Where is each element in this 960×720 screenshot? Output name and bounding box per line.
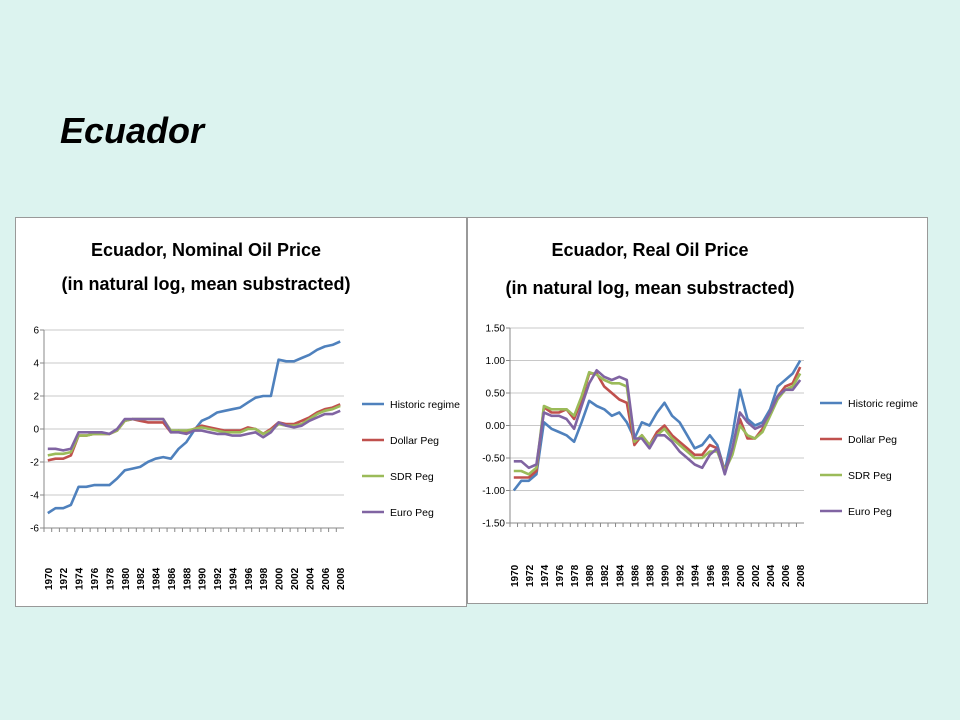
- x-tick-label: 1972: [59, 567, 70, 590]
- x-tick-label: 2006: [781, 564, 792, 587]
- legend-label: Euro Peg: [848, 506, 892, 518]
- real-oil-price-chart: Ecuador, Real Oil Price (in natural log, …: [482, 240, 918, 587]
- x-tick-label: 2000: [736, 564, 747, 587]
- y-tick-label: 0.50: [486, 389, 506, 400]
- x-tick-label: 1970: [510, 564, 521, 587]
- chart-title-line2: (in natural log, mean substracted): [505, 278, 794, 298]
- legend-label: Historic regime: [848, 398, 918, 410]
- y-tick-label: -0.50: [482, 454, 505, 465]
- y-tick-label: 2: [33, 392, 39, 403]
- x-tick-label: 1974: [75, 567, 86, 590]
- legend-label: Euro Peg: [390, 507, 434, 519]
- y-tick-label: 0: [33, 425, 39, 436]
- x-tick-label: 2008: [796, 564, 807, 587]
- x-tick-label: 1998: [259, 567, 270, 590]
- x-tick-label: 1988: [645, 564, 656, 587]
- x-tick-label: 1998: [721, 564, 732, 587]
- chart-title-line2: (in natural log, mean substracted): [61, 274, 350, 294]
- legend-label: Dollar Peg: [848, 434, 897, 446]
- nominal-oil-price-chart-panel: Ecuador, Nominal Oil Price (in natural lo…: [15, 217, 467, 607]
- x-tick-label: 1996: [706, 564, 717, 587]
- series-line-euro-peg: [513, 369, 802, 476]
- y-tick-label: -6: [30, 524, 39, 535]
- y-tick-label: 0.00: [486, 421, 506, 432]
- x-tick-label: 1992: [213, 567, 224, 590]
- y-tick-label: 4: [33, 359, 39, 370]
- nominal-oil-price-chart: Ecuador, Nominal Oil Price (in natural lo…: [30, 240, 460, 590]
- x-tick-label: 1972: [525, 564, 536, 587]
- x-tick-label: 1980: [121, 567, 132, 590]
- y-tick-label: -2: [30, 458, 39, 469]
- x-tick-label: 2004: [305, 567, 316, 590]
- y-tick-label: -1.00: [482, 486, 505, 497]
- y-tick-label: -1.50: [482, 519, 505, 530]
- legend-label: SDR Peg: [848, 470, 892, 482]
- x-tick-label: 1982: [136, 567, 147, 590]
- x-tick-label: 1994: [691, 564, 702, 587]
- x-tick-label: 2004: [766, 564, 777, 587]
- x-tick-label: 1994: [228, 567, 239, 590]
- series-line-dollar-peg: [513, 366, 802, 479]
- legend-label: SDR Peg: [390, 471, 434, 483]
- x-tick-label: 1990: [198, 567, 209, 590]
- x-tick-label: 1978: [570, 564, 581, 587]
- x-tick-label: 1970: [44, 567, 55, 590]
- series-line-historic-regime: [512, 359, 802, 492]
- x-tick-label: 1986: [167, 567, 178, 590]
- y-tick-label: 1.00: [486, 356, 506, 367]
- legend-label: Dollar Peg: [390, 435, 439, 447]
- x-tick-label: 2000: [275, 567, 286, 590]
- slide-title: Ecuador: [60, 110, 205, 151]
- real-oil-price-chart-panel: Ecuador, Real Oil Price (in natural log, …: [467, 217, 928, 604]
- series-line-euro-peg: [47, 409, 341, 452]
- chart-title-line1: Ecuador, Real Oil Price: [551, 240, 748, 260]
- y-tick-label: 6: [33, 326, 39, 337]
- x-tick-label: 1976: [555, 564, 566, 587]
- x-tick-label: 2002: [290, 567, 301, 590]
- x-tick-label: 1984: [152, 567, 163, 590]
- y-tick-label: 1.50: [486, 324, 506, 335]
- x-tick-label: 1974: [540, 564, 551, 587]
- y-tick-label: -4: [30, 491, 39, 502]
- x-tick-label: 1990: [661, 564, 672, 587]
- x-tick-label: 2002: [751, 564, 762, 587]
- x-tick-label: 1976: [90, 567, 101, 590]
- x-tick-label: 1980: [585, 564, 596, 587]
- x-tick-label: 1978: [105, 567, 116, 590]
- x-tick-label: 1982: [600, 564, 611, 587]
- chart-title-line1: Ecuador, Nominal Oil Price: [91, 240, 321, 260]
- x-tick-label: 2006: [321, 567, 332, 590]
- x-tick-label: 1988: [182, 567, 193, 590]
- x-tick-label: 1984: [615, 564, 626, 587]
- x-tick-label: 1996: [244, 567, 255, 590]
- x-tick-label: 1986: [630, 564, 641, 587]
- legend-label: Historic regime: [390, 399, 460, 411]
- x-tick-label: 2008: [336, 567, 347, 590]
- x-tick-label: 1992: [676, 564, 687, 587]
